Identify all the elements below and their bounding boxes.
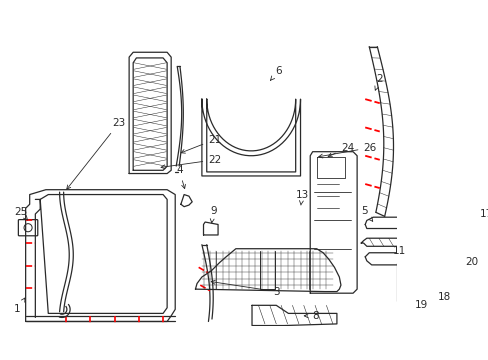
- Text: 17: 17: [479, 209, 488, 219]
- Text: 8: 8: [304, 311, 318, 321]
- Text: 24: 24: [327, 143, 353, 157]
- Text: 2: 2: [374, 74, 382, 90]
- Text: 3: 3: [211, 280, 279, 297]
- Text: 20: 20: [465, 257, 478, 267]
- Text: 19: 19: [414, 300, 427, 310]
- Text: 7: 7: [0, 359, 1, 360]
- Text: 13: 13: [295, 190, 308, 205]
- Text: 5: 5: [360, 206, 372, 221]
- Text: 4: 4: [176, 165, 185, 189]
- Text: 12: 12: [0, 359, 1, 360]
- Text: 23: 23: [67, 118, 125, 189]
- Text: 25: 25: [14, 207, 28, 220]
- Text: 14: 14: [0, 359, 1, 360]
- Text: 18: 18: [437, 292, 450, 302]
- Text: 6: 6: [270, 66, 282, 80]
- Text: 15: 15: [0, 359, 1, 360]
- Text: 16: 16: [0, 359, 1, 360]
- Text: 10: 10: [0, 359, 1, 360]
- Text: 1: 1: [14, 298, 25, 314]
- Text: 26: 26: [318, 143, 376, 158]
- Text: 22: 22: [161, 155, 221, 169]
- Text: 21: 21: [181, 135, 221, 153]
- Text: 11: 11: [392, 246, 405, 256]
- Text: 9: 9: [209, 206, 216, 223]
